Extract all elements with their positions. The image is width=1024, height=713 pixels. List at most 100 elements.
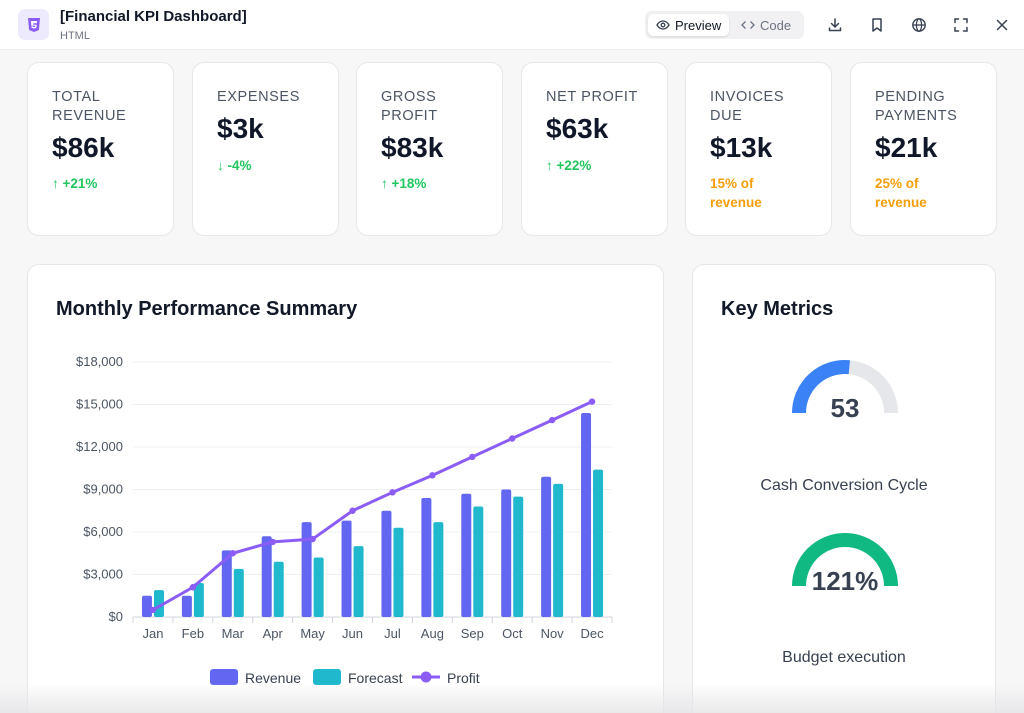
x-tick-label: Oct <box>502 626 523 641</box>
fullscreen-icon[interactable] <box>951 15 971 35</box>
bar-forecast <box>193 583 204 617</box>
legend-swatch <box>313 669 341 685</box>
kpi-change: ↓ -4% <box>217 158 252 173</box>
kpi-card-net-profit: NET PROFIT $63k ↑ +22% <box>521 62 668 236</box>
gauge-value: 121% <box>812 566 879 596</box>
point-profit <box>149 606 157 614</box>
bar-revenue <box>381 510 392 617</box>
legend-swatch <box>420 671 432 683</box>
key-metrics-title: Key Metrics <box>721 298 834 320</box>
bar-revenue <box>181 595 192 617</box>
bar-revenue <box>261 536 272 617</box>
key-metrics-panel: Key Metrics 53 Cash Conversion Cycle 121… <box>692 264 996 713</box>
bottom-fade <box>0 683 1024 713</box>
x-tick-label: Mar <box>222 626 245 641</box>
point-profit <box>389 489 396 496</box>
kpi-label: INVOICES DUE <box>710 89 785 124</box>
bar-revenue <box>461 493 472 617</box>
kpi-card-total-revenue: TOTAL REVENUE $86k ↑ +21% <box>27 62 174 236</box>
kpi-card-pending-payments: PENDING PAYMENTS $21k 25% of revenue <box>850 62 997 236</box>
kpi-change: 25% of revenue <box>875 176 927 210</box>
bar-forecast <box>273 561 284 617</box>
x-tick-label: Feb <box>182 626 204 641</box>
bar-revenue <box>301 522 312 617</box>
gauge-value: 53 <box>831 393 860 423</box>
kpi-value: $3k <box>217 113 264 144</box>
kpi-change: ↑ +21% <box>52 176 98 191</box>
kpi-label: EXPENSES <box>217 89 300 105</box>
y-tick-label: $12,000 <box>76 439 123 454</box>
y-tick-label: $3,000 <box>83 567 123 582</box>
kpi-change: 15% of revenue <box>710 176 762 210</box>
point-profit <box>509 435 516 442</box>
performance-panel: Monthly Performance Summary $0 $3,000 $6,0… <box>27 264 664 713</box>
x-tick-label: May <box>300 626 325 641</box>
gauge-fill <box>792 533 898 587</box>
html5-icon <box>18 9 49 40</box>
point-profit <box>349 507 356 514</box>
point-profit <box>548 416 556 424</box>
bar-forecast <box>313 557 324 617</box>
preview-tab[interactable]: Preview <box>648 14 730 36</box>
legend-swatch <box>210 669 238 685</box>
bar-forecast <box>513 496 524 617</box>
point-profit <box>588 398 596 405</box>
gauge-label: Budget execution <box>782 649 906 666</box>
point-profit <box>309 535 316 543</box>
legend-label: Profit <box>447 670 480 686</box>
document-type: HTML <box>60 30 90 42</box>
kpi-value: $86k <box>52 132 115 163</box>
legend-label: Revenue <box>245 670 301 686</box>
x-tick-label: Jun <box>342 626 363 641</box>
kpi-label: NET PROFIT <box>546 89 638 105</box>
point-profit <box>429 472 436 479</box>
bar-forecast <box>393 527 404 617</box>
kpi-label: GROSS PROFIT <box>381 89 438 124</box>
kpi-value: $13k <box>710 132 773 163</box>
x-tick-label: Apr <box>263 626 284 641</box>
point-profit <box>469 453 476 461</box>
y-tick-label: $18,000 <box>76 354 123 369</box>
bar-forecast <box>553 483 564 617</box>
y-tick-label: $15,000 <box>76 397 123 412</box>
x-tick-label: Jan <box>142 626 163 641</box>
kpi-card-gross-profit: GROSS PROFIT $83k ↑ +18% <box>356 62 503 236</box>
bar-revenue <box>141 595 152 617</box>
code-icon <box>741 18 755 33</box>
bar-forecast <box>153 590 164 617</box>
bar-revenue <box>581 413 592 617</box>
legend-label: Forecast <box>348 670 403 686</box>
gauge-budget-execution: 121% <box>792 533 898 596</box>
preview-label: Preview <box>675 17 722 33</box>
kpi-value: $63k <box>546 113 609 144</box>
bar-forecast <box>593 469 604 617</box>
kpi-change: ↑ +18% <box>381 176 427 191</box>
performance-chart: $0 $3,000 $6,000 $9,000 $12,000 $15,000 $18,00… <box>76 354 613 686</box>
kpi-change: ↑ +22% <box>546 158 592 173</box>
bar-revenue <box>501 489 512 617</box>
bar-revenue <box>421 498 432 617</box>
kpi-label: TOTAL REVENUE <box>52 89 127 124</box>
download-icon[interactable] <box>825 15 845 35</box>
bookmark-icon[interactable] <box>867 15 887 35</box>
bar-revenue <box>541 476 552 617</box>
kpi-value: $21k <box>875 132 938 163</box>
line-profit <box>152 400 593 612</box>
kpi-card-invoices-due: INVOICES DUE $13k 15% of revenue <box>685 62 832 236</box>
code-tab[interactable]: Code <box>733 14 799 36</box>
kpi-card-expenses: EXPENSES $3k ↓ -4% <box>192 62 339 236</box>
top-bar: [Financial KPI Dashboard] HTML Preview C… <box>0 0 1024 50</box>
eye-icon <box>656 18 670 33</box>
point-profit <box>269 538 276 546</box>
close-icon[interactable] <box>992 15 1012 35</box>
point-profit <box>189 584 197 591</box>
gauge-fill <box>792 360 850 414</box>
x-tick-label: Nov <box>541 626 565 641</box>
chart-title: Monthly Performance Summary <box>56 298 358 320</box>
x-tick-label: Sep <box>461 626 484 641</box>
y-tick-label: $6,000 <box>83 524 123 539</box>
document-title: [Financial KPI Dashboard] <box>60 8 247 25</box>
view-toggle: Preview Code <box>645 11 804 39</box>
globe-icon[interactable] <box>909 15 929 35</box>
bar-revenue <box>341 520 352 617</box>
